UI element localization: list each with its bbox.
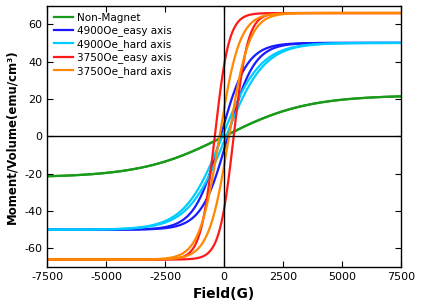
4900Oe_hard axis xyxy=(399,41,404,45)
Non-Magnet xyxy=(85,173,90,176)
3750Oe_easy axis xyxy=(399,11,404,15)
4900Oe_hard axis xyxy=(85,228,90,231)
Non-Magnet xyxy=(399,95,404,98)
3750Oe_easy axis xyxy=(45,258,50,261)
Legend: Non-Magnet, 4900Oe_easy axis, 4900Oe_hard axis, 3750Oe_easy axis, 3750Oe_hard ax: Non-Magnet, 4900Oe_easy axis, 4900Oe_har… xyxy=(50,9,176,81)
3750Oe_easy axis xyxy=(106,258,111,261)
3750Oe_hard axis xyxy=(85,258,90,261)
3750Oe_hard axis xyxy=(354,11,359,15)
4900Oe_hard axis xyxy=(181,207,186,211)
Non-Magnet xyxy=(181,154,186,157)
4900Oe_easy axis xyxy=(196,200,201,203)
Non-Magnet xyxy=(392,95,397,98)
4900Oe_easy axis xyxy=(392,41,397,45)
4900Oe_hard axis xyxy=(392,41,397,45)
4900Oe_easy axis xyxy=(354,41,359,45)
3750Oe_hard axis xyxy=(392,11,397,15)
Non-Magnet xyxy=(45,174,50,178)
3750Oe_easy axis xyxy=(196,236,201,239)
3750Oe_hard axis xyxy=(196,231,201,235)
3750Oe_easy axis xyxy=(181,255,186,259)
4900Oe_easy axis xyxy=(399,41,404,45)
4900Oe_hard axis xyxy=(106,227,111,231)
Line: 3750Oe_easy axis: 3750Oe_easy axis xyxy=(47,13,401,259)
3750Oe_hard axis xyxy=(45,258,50,261)
3750Oe_hard axis xyxy=(181,251,186,255)
Non-Magnet xyxy=(196,147,201,151)
3750Oe_hard axis xyxy=(106,258,111,261)
Line: 3750Oe_hard axis: 3750Oe_hard axis xyxy=(47,13,401,259)
4900Oe_hard axis xyxy=(196,187,201,191)
4900Oe_easy axis xyxy=(181,218,186,222)
4900Oe_hard axis xyxy=(45,228,50,231)
Non-Magnet xyxy=(106,171,111,174)
3750Oe_easy axis xyxy=(85,258,90,261)
X-axis label: Field(G): Field(G) xyxy=(193,287,256,301)
3750Oe_easy axis xyxy=(392,11,397,15)
4900Oe_easy axis xyxy=(45,228,50,231)
Non-Magnet xyxy=(354,97,359,100)
Y-axis label: Moment/Volume(emu/cm³): Moment/Volume(emu/cm³) xyxy=(5,49,19,223)
3750Oe_hard axis xyxy=(399,11,404,15)
Line: Non-Magnet: Non-Magnet xyxy=(47,96,401,176)
Line: 4900Oe_easy axis: 4900Oe_easy axis xyxy=(47,43,401,230)
4900Oe_easy axis xyxy=(85,228,90,231)
3750Oe_easy axis xyxy=(354,11,359,15)
4900Oe_easy axis xyxy=(106,228,111,231)
4900Oe_hard axis xyxy=(354,41,359,45)
Line: 4900Oe_hard axis: 4900Oe_hard axis xyxy=(47,43,401,230)
